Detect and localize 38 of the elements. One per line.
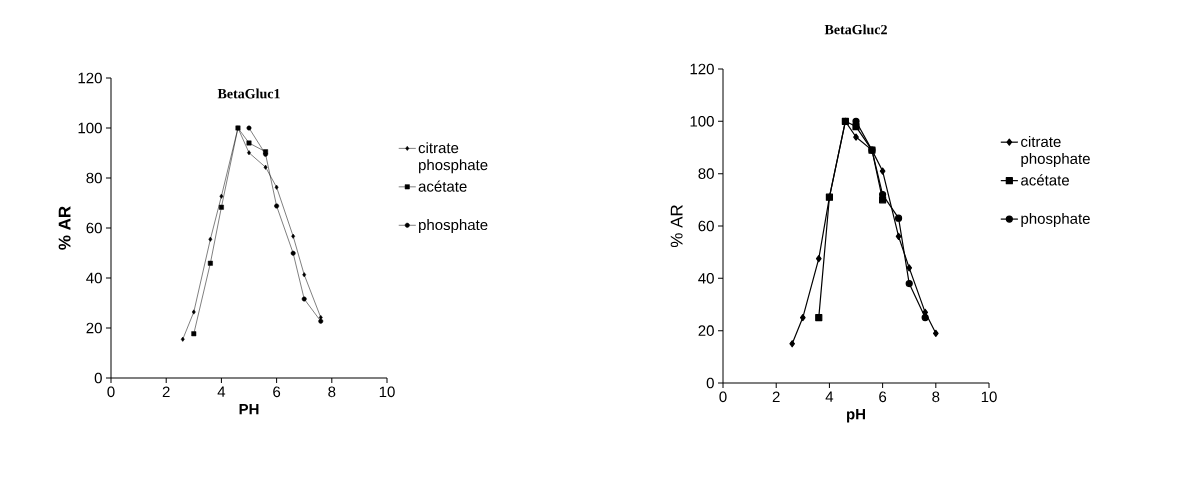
legend-label: phosphate [1021, 212, 1090, 227]
x-tick-label: 6 [273, 386, 281, 398]
y-axis-title: % AR [58, 206, 71, 250]
y-tick-label: 0 [706, 377, 714, 389]
y-axis-title: % AR [670, 205, 683, 248]
x-axis-title: pH [847, 409, 865, 423]
x-tick-label: 2 [772, 391, 780, 403]
x-tick-label: 4 [217, 386, 226, 397]
x-tick-label: 2 [162, 386, 170, 398]
y-tick-label: 100 [78, 122, 102, 134]
chart-title: BetaGluc2 [824, 24, 887, 35]
legend-label: acétate [1021, 174, 1069, 186]
y-tick-label: 80 [86, 172, 102, 184]
text: BetaGluc1 [217, 88, 280, 99]
x-tick-label: 10 [981, 391, 997, 403]
y-tick-label: 40 [698, 273, 714, 284]
legend-label: citrate phosphate [418, 142, 488, 174]
x-axis-title: PH [239, 404, 259, 415]
legend-label: acétate [418, 180, 467, 192]
y-tick-label: 40 [86, 272, 102, 284]
y-tick-label: 20 [698, 325, 714, 336]
y-tick-label: 100 [690, 116, 714, 127]
legend-label: citrate phosphate [1021, 136, 1090, 167]
x-tick-label: 0 [107, 386, 115, 398]
x-tick-label: 10 [379, 386, 395, 398]
y-tick-label: 80 [698, 168, 714, 179]
x-tick-label: 0 [719, 391, 727, 403]
legend-label: phosphate [419, 219, 488, 234]
y-tick-label: 120 [78, 72, 102, 84]
y-tick-label: 60 [86, 222, 102, 234]
x-tick-label: 8 [328, 386, 336, 398]
x-tick-label: 6 [879, 391, 887, 403]
y-tick-label: 20 [86, 322, 102, 334]
y-tick-label: 120 [690, 63, 714, 75]
x-tick-label: 4 [825, 391, 834, 402]
x-tick-label: 8 [932, 391, 940, 403]
y-tick-label: 60 [698, 220, 714, 232]
y-tick-label: 0 [94, 372, 102, 384]
